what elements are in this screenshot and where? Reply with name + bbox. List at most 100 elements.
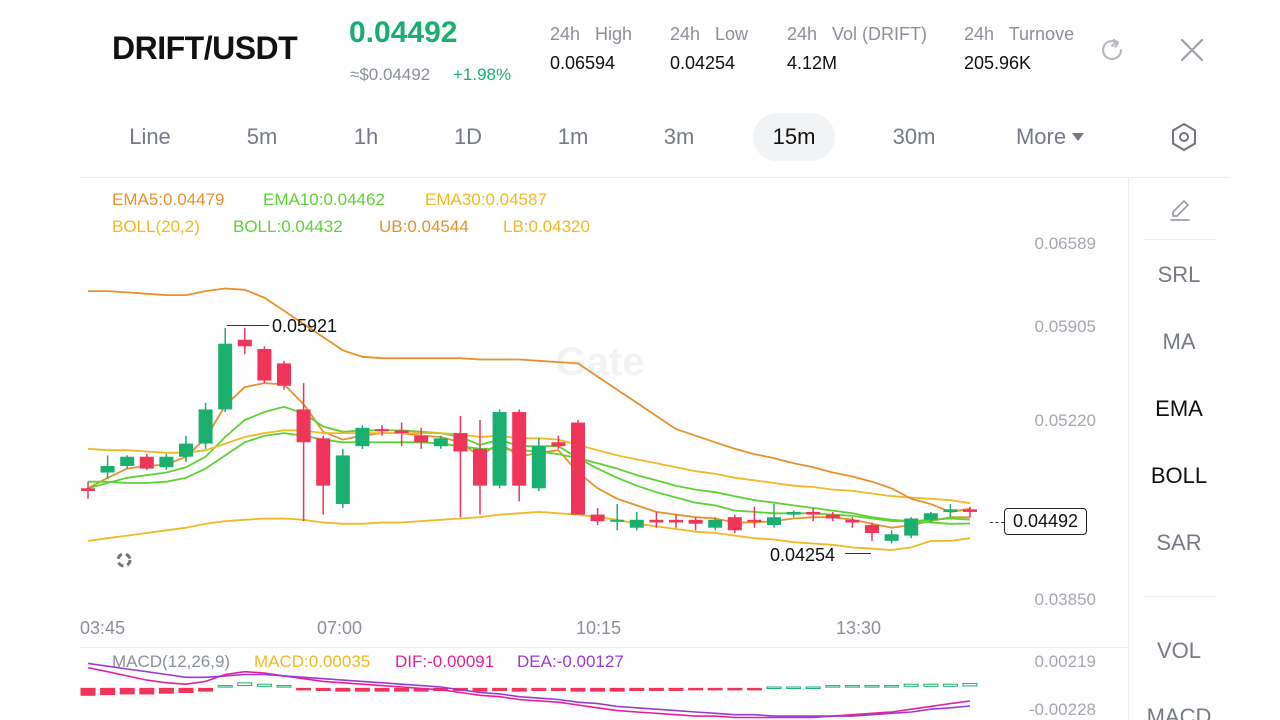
candle-body <box>414 435 429 443</box>
caret-down-icon <box>1072 133 1085 141</box>
macd-bar <box>354 687 370 692</box>
candle <box>571 419 585 515</box>
candle <box>708 517 723 531</box>
current-price-line <box>990 522 1004 523</box>
candle <box>845 517 860 528</box>
candle <box>786 510 801 518</box>
legend-boll-mid: BOLL:0.04432 <box>233 217 343 236</box>
tab-30m[interactable]: 30m <box>892 124 936 149</box>
series-line-lb <box>87 510 971 552</box>
candle-body <box>100 465 115 473</box>
series-line-boll <box>88 432 971 525</box>
low-marker-label: 0.04254 <box>770 545 836 565</box>
indicator-sar[interactable]: SAR <box>1156 530 1202 555</box>
sidebar-divider <box>1128 178 1129 720</box>
candle-body <box>747 519 762 522</box>
macd-bar <box>511 687 527 692</box>
tab-line[interactable]: Line <box>129 124 171 149</box>
tab-1h[interactable]: 1h <box>353 124 379 149</box>
more-dropdown[interactable]: More <box>1005 113 1095 161</box>
current-price-tag: 0.04492 <box>1004 508 1088 535</box>
candle <box>277 360 291 390</box>
candle <box>120 455 135 469</box>
candle <box>218 327 233 413</box>
candle <box>375 425 389 436</box>
candle-body <box>81 488 95 491</box>
indicator-ema[interactable]: EMA <box>1155 396 1203 421</box>
macd-bar <box>844 685 860 688</box>
tab-1d[interactable]: 1D <box>453 124 483 149</box>
indicator-ma[interactable]: MA <box>1162 329 1196 354</box>
candle <box>198 402 213 449</box>
indicator-macd[interactable]: MACD <box>1146 704 1212 720</box>
macd-bar <box>472 687 488 692</box>
crosshair-toggle-icon[interactable] <box>106 542 142 578</box>
tab-3m[interactable]: 3m <box>663 124 695 149</box>
more-label: More <box>1015 124 1067 149</box>
candle <box>747 506 762 528</box>
macd-bar <box>903 683 919 687</box>
indicator-srl[interactable]: SRL <box>1157 262 1201 287</box>
candle-body <box>865 525 879 533</box>
macd-bar <box>923 683 939 687</box>
pencil-icon[interactable] <box>1164 194 1196 226</box>
macd-bar <box>256 683 272 687</box>
pair-title: DRIFT/USDT <box>112 30 298 66</box>
macd-bar <box>590 687 606 692</box>
candles <box>81 327 977 544</box>
divider <box>1144 239 1216 240</box>
macd-bar <box>217 685 233 688</box>
stat-label: 24h Vol (DRIFT) <box>787 24 928 44</box>
indicator-vol[interactable]: VOL <box>1156 638 1202 663</box>
macd-bar <box>531 687 547 691</box>
change-percent: +1.98% <box>453 65 512 84</box>
macd-bar <box>727 687 743 691</box>
macd-bar <box>786 686 802 689</box>
macd-lines <box>87 662 971 719</box>
tab-5m[interactable]: 5m <box>246 124 278 149</box>
macd-bar <box>119 687 135 695</box>
stat-value: 205.96K <box>964 53 1032 73</box>
macd-bar <box>942 683 958 687</box>
legend-ema30: EMA30:0.04587 <box>425 190 547 209</box>
macd-bar <box>335 687 351 692</box>
macd-bar <box>139 687 155 695</box>
candle <box>316 435 331 515</box>
hexagon-settings-icon[interactable] <box>1168 121 1200 153</box>
macd-bar <box>198 687 214 692</box>
macd-divider <box>80 647 1128 648</box>
legend-boll: BOLL(20,2) <box>112 217 200 236</box>
divider <box>1144 596 1216 597</box>
series-line-ema30 <box>87 429 971 504</box>
macd-bar <box>805 686 821 689</box>
tab-15m[interactable]: 15m <box>753 113 835 161</box>
candle <box>453 415 468 518</box>
macd-chart[interactable] <box>80 658 1000 720</box>
macd-legend-dea: DEA:-0.00127 <box>517 652 624 671</box>
candle-body <box>433 438 448 447</box>
x-axis-label: 10:15 <box>576 618 622 638</box>
indicator-boll[interactable]: BOLL <box>1150 463 1208 488</box>
candle-body <box>512 412 527 486</box>
candle-body <box>335 455 350 505</box>
candle <box>610 504 625 531</box>
candle <box>159 454 174 470</box>
candle <box>590 507 605 526</box>
macd-bar <box>394 687 410 692</box>
candle-body <box>277 363 291 386</box>
refresh-icon[interactable] <box>1096 34 1128 66</box>
candle-body <box>179 443 193 457</box>
candlestick-chart[interactable]: Gate <box>80 240 1000 600</box>
legend-lb: LB:0.04320 <box>503 217 590 236</box>
candle-body <box>453 433 468 452</box>
candle <box>551 435 566 449</box>
stat-high: 24h High 0.06594 <box>550 24 632 74</box>
stat-value: 0.06594 <box>550 53 616 73</box>
close-icon[interactable] <box>1176 34 1208 66</box>
macd-bar <box>178 687 194 694</box>
macd-bar <box>707 687 723 691</box>
candle <box>963 506 977 518</box>
macd-legend-macd: MACD:0.00035 <box>254 652 371 671</box>
candle-body <box>296 409 311 443</box>
tab-1m[interactable]: 1m <box>557 124 589 149</box>
